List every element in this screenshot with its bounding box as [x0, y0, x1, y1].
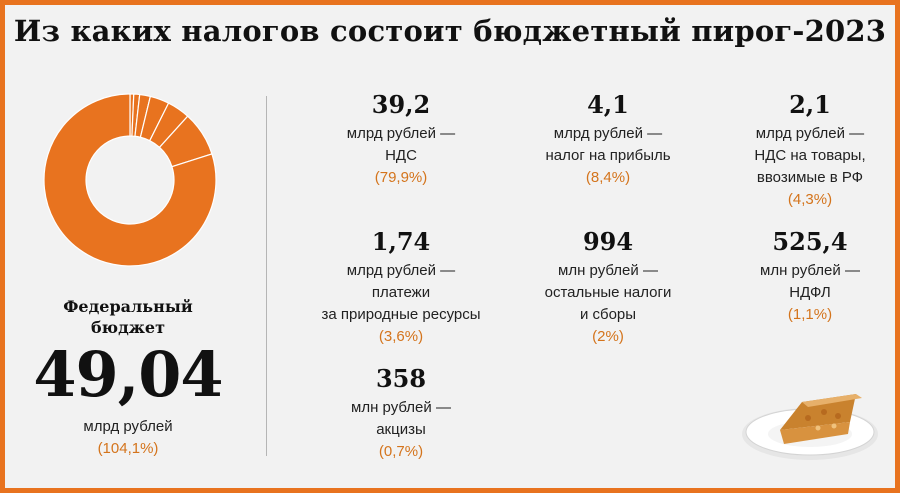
tax-item-excise: 358 млн рублей — акцизы (0,7%) — [296, 364, 506, 463]
tax-description: млрд рублей — НДС на товары, ввозимые в … — [754, 125, 866, 186]
tax-value: 525,4 — [772, 227, 848, 256]
tax-item-vat: 39,2 млрд рублей — НДС (79,9%) — [296, 90, 506, 189]
federal-budget-percent: (104,1%) — [97, 440, 159, 457]
tax-description: млн рублей — НДФЛ — [760, 262, 860, 301]
tax-value: 39,2 — [371, 90, 431, 119]
tax-item-natural-resources: 1,74 млрд рублей — платежи за природные … — [296, 227, 506, 348]
federal-budget-unit: млрд рублей — [83, 418, 173, 435]
tax-item-profit: 4,1 млрд рублей — налог на прибыль (8,4%… — [503, 90, 713, 189]
tax-value: 2,1 — [789, 90, 831, 119]
tax-description: млрд рублей — платежи за природные ресур… — [321, 262, 481, 323]
tax-description: млрд рублей — налог на прибыль — [545, 125, 671, 164]
tax-value: 4,1 — [587, 90, 629, 119]
donut-chart — [43, 93, 217, 267]
vertical-divider — [266, 96, 267, 456]
donut-slice — [43, 93, 217, 267]
tax-description: млн рублей — остальные налоги и сборы — [544, 262, 672, 323]
tax-description: млн рублей — акцизы — [351, 399, 451, 438]
tax-percent: (79,9%) — [374, 169, 428, 186]
tax-item-other: 994 млн рублей — остальные налоги и сбор… — [503, 227, 713, 348]
pie-slice-illustration — [742, 394, 878, 460]
page-title: Из каких налогов состоит бюджетный пирог… — [13, 14, 887, 48]
tax-value: 358 — [375, 364, 427, 393]
tax-description: млрд рублей — НДС — [346, 125, 456, 164]
tax-percent: (4,3%) — [787, 191, 833, 208]
tax-value: 1,74 — [371, 227, 431, 256]
tax-item-personal-income: 525,4 млн рублей — НДФЛ (1,1%) — [705, 227, 900, 326]
tax-percent: (3,6%) — [378, 328, 424, 345]
tax-value: 994 — [582, 227, 634, 256]
tax-item-import-vat: 2,1 млрд рублей — НДС на товары, ввозимы… — [705, 90, 900, 211]
tax-percent: (0,7%) — [378, 443, 424, 460]
tax-percent: (2%) — [592, 328, 624, 345]
federal-budget-value: 49,04 — [33, 338, 223, 411]
tax-percent: (1,1%) — [787, 306, 833, 323]
tax-percent: (8,4%) — [585, 169, 631, 186]
federal-budget-label: Федеральный бюджет — [63, 297, 193, 337]
